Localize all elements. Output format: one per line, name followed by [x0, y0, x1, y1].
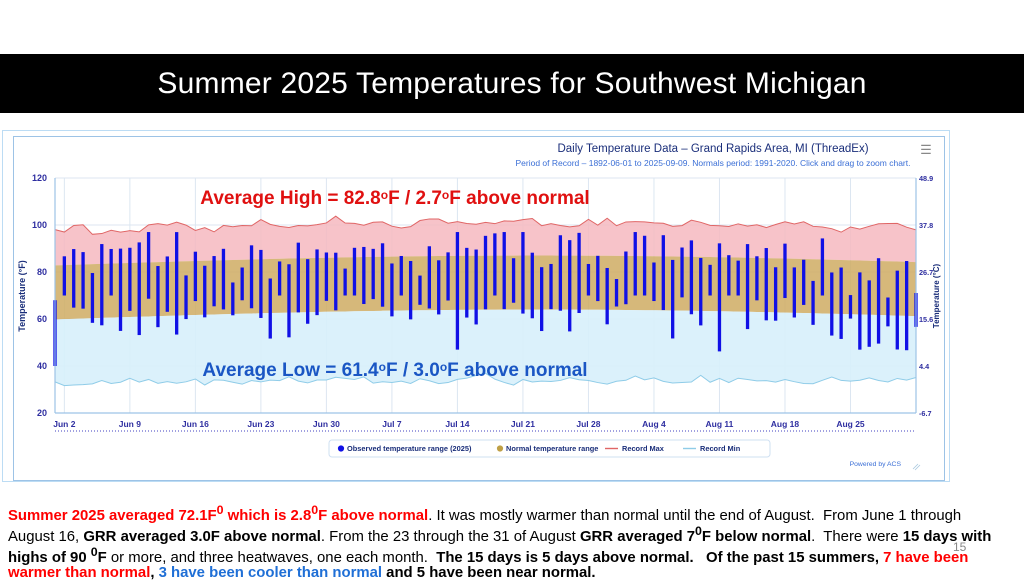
svg-text:Average High = 82.8oF / 2.7oF: Average High = 82.8oF / 2.7oF above norm… [200, 188, 589, 209]
svg-text:100: 100 [32, 220, 47, 230]
svg-text:Aug 25: Aug 25 [836, 419, 865, 429]
svg-text:Jun 2: Jun 2 [53, 419, 75, 429]
svg-text:Period of Record – 1892-06-01: Period of Record – 1892-06-01 to 2025-09… [515, 158, 910, 168]
svg-text:Jun 16: Jun 16 [182, 419, 209, 429]
svg-text:48.9: 48.9 [919, 174, 933, 183]
svg-text:Jul 14: Jul 14 [445, 419, 469, 429]
svg-text:Temperature (°F): Temperature (°F) [17, 260, 27, 331]
svg-text:Jul 7: Jul 7 [382, 419, 402, 429]
svg-text:Jun 23: Jun 23 [247, 419, 274, 429]
svg-text:Temperature (°C): Temperature (°C) [932, 263, 941, 328]
svg-text:Normal temperature range: Normal temperature range [506, 444, 598, 453]
svg-text:40: 40 [37, 361, 47, 371]
svg-text:Aug 18: Aug 18 [771, 419, 800, 429]
svg-text:60: 60 [37, 314, 47, 324]
svg-text:Aug 11: Aug 11 [706, 419, 734, 429]
svg-text:Observed temperature range (20: Observed temperature range (2025) [347, 444, 472, 453]
svg-text:Jun 9: Jun 9 [119, 419, 141, 429]
svg-text:4.4: 4.4 [919, 362, 930, 371]
svg-text:37.8: 37.8 [919, 221, 933, 230]
svg-text:Aug 4: Aug 4 [642, 419, 666, 429]
svg-text:Average Low = 61.4oF / 3.0oF a: Average Low = 61.4oF / 3.0oF above norma… [202, 360, 587, 381]
svg-text:Powered by ACS: Powered by ACS [850, 461, 902, 468]
svg-text:☰: ☰ [920, 142, 932, 157]
svg-text:Record Min: Record Min [700, 444, 741, 453]
svg-text:Record Max: Record Max [622, 444, 665, 453]
svg-text:Jul 21: Jul 21 [511, 419, 535, 429]
svg-text:Daily Temperature Data – Grand: Daily Temperature Data – Grand Rapids Ar… [557, 143, 868, 155]
svg-text:120: 120 [32, 173, 47, 183]
svg-text:80: 80 [37, 267, 47, 277]
svg-text:Jul 28: Jul 28 [576, 419, 600, 429]
svg-text:Jun 30: Jun 30 [313, 419, 340, 429]
svg-text:-6.7: -6.7 [919, 409, 932, 418]
svg-text:20: 20 [37, 408, 47, 418]
